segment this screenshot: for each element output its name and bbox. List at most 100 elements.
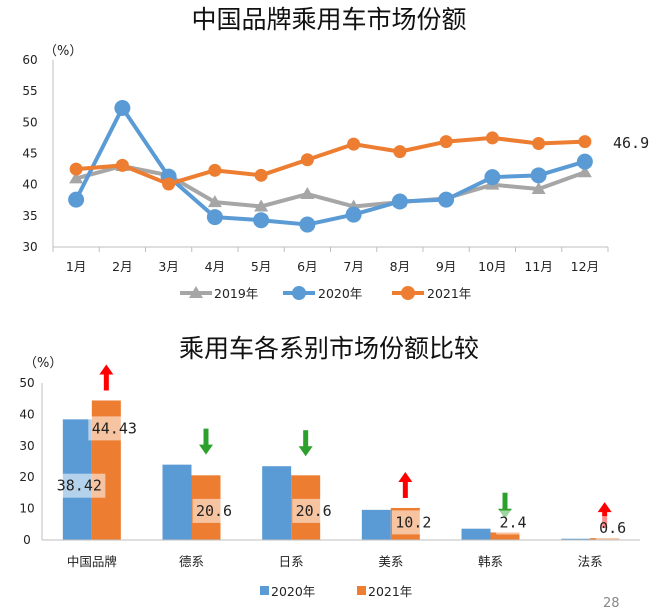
bar [361, 509, 391, 540]
value-label-box [192, 498, 236, 523]
bar-chart-unit: （%） [24, 356, 62, 371]
data-point [208, 163, 222, 177]
data-point [300, 187, 315, 200]
value-label-text: 10.2 [395, 513, 431, 531]
value-label: 20.6 [192, 498, 236, 523]
arrow-head [199, 444, 213, 455]
line-series-2 [69, 131, 592, 191]
line-x-tick-label: 9月 [436, 259, 456, 274]
bar-y-tick-label: 40 [19, 407, 34, 421]
value-label-box [496, 510, 530, 535]
data-point [578, 135, 592, 149]
bar-value-labels: 38.42 44.43 20.6 20.6 10.2 2.4 0.6 [53, 416, 630, 541]
legend-label-2020: 2020年 [318, 286, 362, 301]
line-series-group [68, 99, 593, 233]
bar-legend: 2020年 2021年 [260, 584, 412, 599]
line-y-tick-label: 55 [22, 84, 37, 98]
bar-legend-swatch-2021 [357, 586, 366, 595]
arrow-up-icon [398, 471, 413, 498]
line-chart: 中国品牌乘用车市场份额 （%） 30 35 40 45 50 55 60 1月 2月 3月 4月 5… [22, 5, 649, 301]
line-series-0 [69, 158, 592, 212]
bar-series-0 [62, 419, 591, 540]
bar-x-tick-label: 日系 [279, 554, 304, 569]
line-x-tick-label: 7月 [343, 259, 363, 274]
value-label-box [595, 516, 630, 541]
data-point [254, 199, 269, 212]
arrow-down-icon [199, 428, 213, 455]
series-line [75, 135, 585, 187]
value-label: 2.4 [496, 510, 530, 535]
bar-legend-item-2021: 2021年 [357, 584, 412, 599]
bar-legend-label-2020: 2020年 [271, 584, 315, 599]
line-x-tick-label: 11月 [524, 259, 552, 274]
data-point [576, 153, 593, 170]
line-x-tick-label: 2月 [112, 259, 132, 274]
value-label-text: 0.6 [599, 519, 626, 537]
arrow-shaft [402, 480, 408, 498]
legend-label-2019: 2019年 [214, 286, 258, 301]
value-label-text: 20.6 [296, 502, 332, 520]
bar-x-axis: 中国品牌 德系 日系 美系 韩系 法系 [42, 539, 640, 569]
arrow-shaft [502, 492, 508, 510]
arrow-head [597, 502, 612, 513]
data-point [162, 177, 176, 191]
bar-y-tick-label: 0 [23, 533, 31, 547]
data-point [300, 153, 314, 167]
value-label-box [53, 473, 106, 498]
line-y-tick-label: 60 [22, 53, 37, 67]
data-point [531, 182, 546, 195]
arrow-shaft [203, 428, 209, 446]
bar-series-group [62, 400, 620, 540]
legend-marker-2019 [189, 286, 203, 298]
arrow-head [298, 446, 313, 457]
series-line [75, 163, 586, 209]
legend-item-2021: 2021年 [392, 286, 471, 301]
bar [490, 532, 520, 540]
data-point [438, 191, 455, 208]
bar-legend-label-2021: 2021年 [368, 584, 412, 599]
value-label: 38.42 [53, 473, 106, 498]
data-point [439, 135, 453, 149]
line-y-tick-label: 35 [22, 209, 37, 223]
arrow-up-icon [99, 364, 114, 391]
value-label-box [391, 510, 435, 535]
line-chart-unit: （%） [44, 44, 82, 59]
line-legend: 2019年 2020年 2021年 [180, 286, 471, 301]
arrow-shaft [103, 373, 109, 391]
line-x-tick-label: 5月 [251, 259, 271, 274]
line-x-axis: 1月 2月 3月 4月 5月 6月 7月 8月 9月 10月 11月 12月 [52, 246, 609, 274]
bar-chart: 乘用车各系别市场份额比较 （%） 0 10 20 30 40 50 38.42 44.43 2… [19, 334, 640, 599]
series-line [74, 105, 586, 227]
data-point [299, 216, 316, 233]
bar-legend-item-2020: 2020年 [260, 584, 315, 599]
data-point [345, 206, 362, 223]
bar [262, 466, 292, 540]
line-end-label: 46.9 [613, 134, 649, 152]
data-point [391, 193, 408, 210]
line-chart-title: 中国品牌乘用车市场份额 [191, 5, 466, 34]
value-label: 44.43 [88, 416, 141, 441]
arrow-head [99, 364, 114, 375]
data-point [206, 209, 223, 226]
value-label-text: 38.42 [57, 477, 102, 495]
line-x-tick-label: 8月 [390, 259, 410, 274]
data-point [69, 171, 84, 184]
line-y-tick-label: 50 [22, 115, 37, 129]
line-x-tick-label: 6月 [297, 259, 317, 274]
arrow-head [398, 471, 413, 482]
value-label: 10.2 [391, 510, 435, 535]
legend-item-2020: 2020年 [283, 286, 362, 301]
bar-y-tick-label: 50 [19, 376, 34, 390]
legend-item-2019: 2019年 [180, 286, 258, 301]
data-point [207, 195, 222, 208]
bar-x-tick-label: 德系 [179, 554, 204, 569]
data-point [347, 137, 361, 151]
line-series-1 [68, 99, 593, 233]
value-label-text: 44.43 [92, 419, 137, 437]
bar-y-tick-label: 20 [19, 470, 34, 484]
line-y-axis: 30 35 40 45 50 55 60 [22, 53, 54, 254]
line-y-tick-label: 45 [22, 147, 37, 161]
bar-x-tick-label: 法系 [578, 554, 603, 569]
data-point [68, 191, 85, 208]
